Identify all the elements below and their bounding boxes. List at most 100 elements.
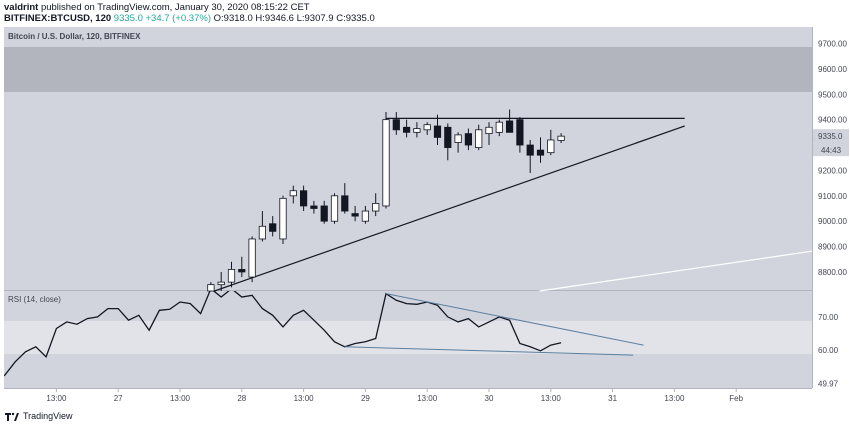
candle-body	[310, 205, 318, 209]
chart-legend-title: Bitcoin / U.S. Dollar, 120, BITFINEX	[8, 32, 141, 41]
candle	[547, 129, 555, 156]
last-price: 9335.0	[113, 13, 143, 24]
candle	[341, 183, 349, 214]
candle-body	[207, 284, 215, 292]
candle	[207, 282, 215, 292]
candle-body	[475, 129, 483, 148]
candle	[269, 216, 277, 237]
candle-body	[547, 139, 555, 154]
candle	[299, 185, 308, 212]
candle-body	[227, 269, 236, 283]
axes: 9700.009600.009500.009400.009300.009200.…	[46, 40, 849, 403]
symbol-name: BITFINEX:BTCUSD, 120	[4, 13, 112, 24]
price-tick-label: 9200.00	[818, 166, 847, 175]
candle-body	[444, 126, 452, 148]
candles	[207, 109, 565, 292]
bar-timer-tag	[813, 143, 849, 157]
rsi-tick-label: 60.00	[818, 346, 839, 355]
drawing-lines	[214, 117, 813, 292]
candle	[516, 117, 524, 153]
candle-body	[289, 190, 297, 197]
candle	[475, 124, 483, 151]
symbol-info: BITFINEX:BTCUSD, 120 9335.0 +34.7 (+0.37…	[4, 13, 375, 24]
candle-body	[320, 205, 328, 222]
line-rsi-upper-divergence	[385, 293, 644, 346]
candle	[392, 112, 400, 135]
rsi-legend: RSI (14, close)	[8, 295, 61, 304]
candle-body	[238, 269, 246, 273]
last-price-tag	[813, 129, 849, 144]
rsi-tick-label: 70.00	[818, 313, 839, 322]
author-name: valdrint	[4, 2, 39, 13]
line-secondary	[539, 250, 813, 292]
candle-body	[382, 119, 390, 207]
line-rsi-lower-divergence	[344, 346, 634, 356]
time-tick-label: 29	[361, 394, 370, 403]
candle-body	[279, 197, 287, 240]
candle-body	[536, 149, 545, 156]
candle	[238, 256, 246, 278]
candle	[227, 261, 236, 288]
time-tick-label: Feb	[729, 394, 743, 403]
open-value: O:9318.0	[213, 13, 253, 24]
candle-body	[269, 223, 277, 232]
candle	[310, 200, 318, 214]
candle	[330, 193, 339, 224]
time-tick-label: 13:00	[541, 394, 562, 403]
candle	[351, 205, 359, 222]
price-tick-label: 9400.00	[818, 116, 847, 125]
candle-body	[392, 119, 400, 131]
candle-body	[217, 281, 225, 286]
high-value: H:9346.6	[255, 13, 294, 24]
rsi-line	[4, 291, 562, 377]
candle	[423, 122, 431, 135]
candle	[536, 137, 545, 163]
candle-body	[526, 144, 534, 156]
candle	[444, 123, 452, 161]
candle	[382, 112, 390, 209]
time-tick-label: 13:00	[664, 394, 685, 403]
time-tick-label: 13:00	[294, 394, 315, 403]
candle	[454, 132, 462, 153]
candle-body	[495, 121, 503, 133]
time-tick-label: 13:00	[170, 394, 191, 403]
candle	[372, 193, 380, 217]
time-tick-label: 30	[485, 394, 494, 403]
candle-body	[454, 134, 462, 143]
candle-body	[361, 210, 370, 222]
publish-date: published on TradingView.com, January 30…	[40, 2, 310, 13]
time-tick-label: 27	[114, 394, 123, 403]
candle	[320, 200, 328, 224]
candle	[279, 195, 287, 245]
candle	[248, 236, 256, 283]
candle	[557, 133, 565, 144]
candle-body	[423, 124, 431, 131]
candle-body	[330, 195, 339, 222]
candle-body	[351, 213, 359, 217]
footer: TradingView	[5, 411, 73, 421]
time-tick-label: 31	[608, 394, 617, 403]
candle	[495, 119, 503, 137]
candle-body	[505, 120, 514, 133]
price-tick-label: 9100.00	[818, 192, 847, 201]
candle-body	[485, 126, 493, 135]
price-tick-label: 8900.00	[818, 243, 847, 252]
candle-body	[402, 126, 411, 133]
publish-info: valdrint published on TradingView.com, J…	[4, 2, 310, 13]
candle	[433, 114, 442, 146]
candle	[464, 128, 473, 151]
candle-body	[299, 190, 308, 207]
candle	[361, 205, 370, 224]
candle-body	[433, 125, 442, 138]
price-tick-label: 9600.00	[818, 65, 847, 74]
candle-body	[341, 195, 349, 212]
candle	[217, 271, 225, 291]
candle	[289, 185, 297, 204]
candle-body	[464, 133, 473, 146]
bar-timer-label: 44:43	[821, 146, 842, 155]
time-tick-label: 13:00	[417, 394, 438, 403]
tradingview-logo-icon	[5, 412, 19, 421]
low-value: L:9307.9	[296, 13, 334, 24]
